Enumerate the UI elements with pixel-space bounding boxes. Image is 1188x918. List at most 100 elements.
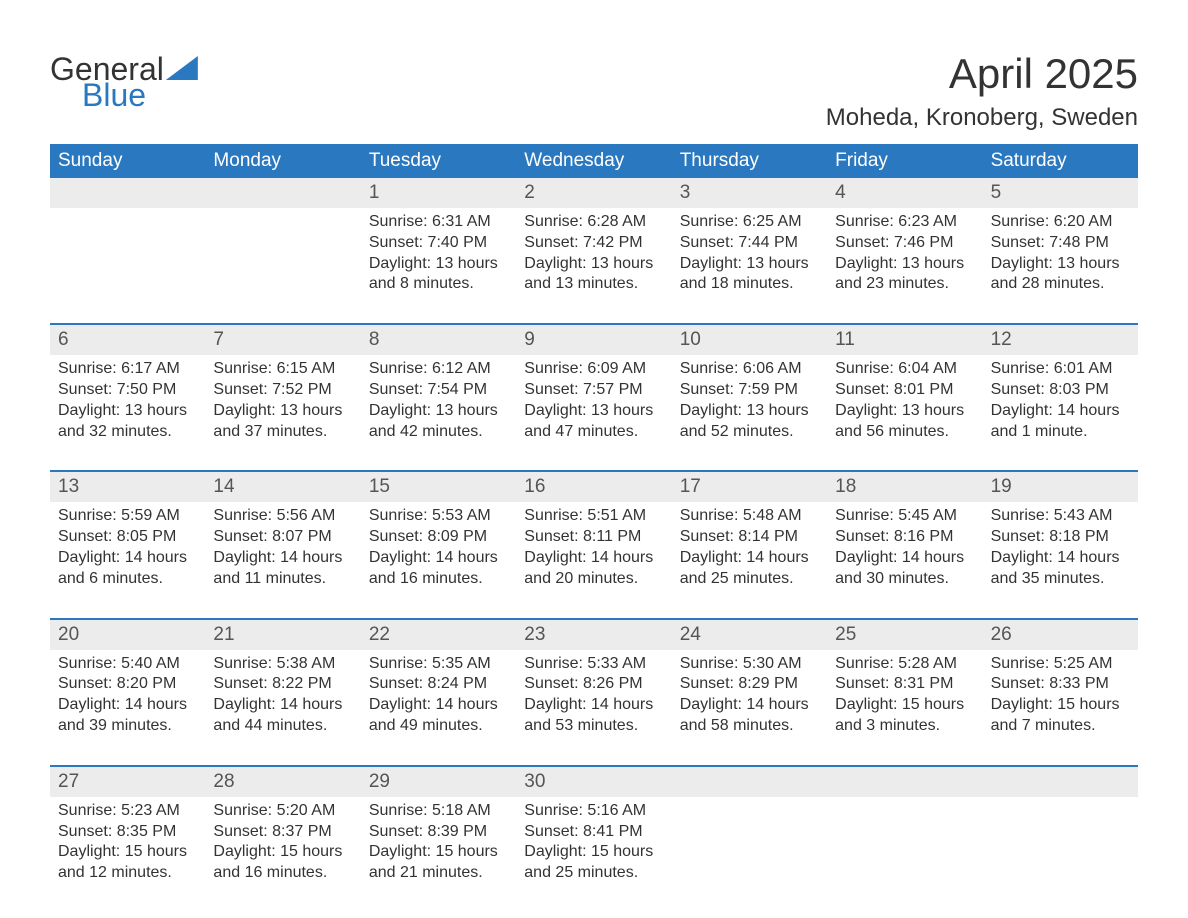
- day-number: [50, 178, 205, 208]
- day-number: 12: [983, 325, 1138, 355]
- day-number: 14: [205, 472, 360, 502]
- daylight-text: Daylight: 13 hours and 13 minutes.: [524, 254, 663, 296]
- day-cell: Sunrise: 5:51 AMSunset: 8:11 PMDaylight:…: [516, 502, 671, 617]
- sunset-text: Sunset: 7:52 PM: [213, 380, 352, 401]
- day-number: 3: [672, 178, 827, 208]
- sunset-text: Sunset: 8:07 PM: [213, 527, 352, 548]
- sunrise-text: Sunrise: 5:56 AM: [213, 506, 352, 527]
- daylight-text: Daylight: 14 hours and 11 minutes.: [213, 548, 352, 590]
- calendar: Sunday Monday Tuesday Wednesday Thursday…: [50, 144, 1138, 894]
- sunset-text: Sunset: 7:46 PM: [835, 233, 974, 254]
- week-content-row: Sunrise: 6:31 AMSunset: 7:40 PMDaylight:…: [50, 208, 1138, 323]
- day-number: 24: [672, 620, 827, 650]
- sunrise-text: Sunrise: 6:09 AM: [524, 359, 663, 380]
- day-cell: Sunrise: 6:15 AMSunset: 7:52 PMDaylight:…: [205, 355, 360, 470]
- daylight-text: Daylight: 13 hours and 32 minutes.: [58, 401, 197, 443]
- sunset-text: Sunset: 8:33 PM: [991, 674, 1130, 695]
- sunset-text: Sunset: 7:50 PM: [58, 380, 197, 401]
- day-cell: Sunrise: 5:56 AMSunset: 8:07 PMDaylight:…: [205, 502, 360, 617]
- sunrise-text: Sunrise: 5:38 AM: [213, 654, 352, 675]
- day-cell: [672, 797, 827, 894]
- weekday-header: Tuesday: [361, 144, 516, 178]
- day-cell: Sunrise: 5:53 AMSunset: 8:09 PMDaylight:…: [361, 502, 516, 617]
- week-content-row: Sunrise: 5:59 AMSunset: 8:05 PM Daylight:…: [50, 502, 1138, 617]
- logo-sail-icon: [166, 56, 198, 80]
- sunset-text: Sunset: 8:29 PM: [680, 674, 819, 695]
- sunrise-text: Sunrise: 5:40 AM: [58, 654, 197, 675]
- day-cell: Sunrise: 5:38 AMSunset: 8:22 PMDaylight:…: [205, 650, 360, 765]
- day-cell: Sunrise: 6:31 AMSunset: 7:40 PMDaylight:…: [361, 208, 516, 323]
- day-number: 2: [516, 178, 671, 208]
- day-cell: [205, 208, 360, 323]
- week-daynum-row: 6789101112: [50, 323, 1138, 355]
- day-number: 7: [205, 325, 360, 355]
- sunrise-text: Sunrise: 5:59 AM: [58, 506, 197, 527]
- sunset-text: Sunset: 7:59 PM: [680, 380, 819, 401]
- sunrise-text: Sunrise: 5:25 AM: [991, 654, 1130, 675]
- week-daynum-row: 27282930: [50, 765, 1138, 797]
- sunrise-text: Sunrise: 6:01 AM: [991, 359, 1130, 380]
- day-number: 15: [361, 472, 516, 502]
- daylight-text: Daylight: 14 hours and 25 minutes.: [680, 548, 819, 590]
- day-cell: Sunrise: 6:20 AMSunset: 7:48 PMDaylight:…: [983, 208, 1138, 323]
- day-number: 1: [361, 178, 516, 208]
- day-cell: [983, 797, 1138, 894]
- sunrise-text: Sunrise: 5:35 AM: [369, 654, 508, 675]
- sunset-text: Sunset: 7:48 PM: [991, 233, 1130, 254]
- sunset-text: Sunset: 8:14 PM: [680, 527, 819, 548]
- daylight-text: Daylight: 15 hours and 12 minutes.: [58, 842, 197, 884]
- daylight-text: Daylight: 13 hours and 23 minutes.: [835, 254, 974, 296]
- sunset-text: Sunset: 8:05 PM: [58, 527, 197, 548]
- daylight-text: Daylight: 13 hours and 42 minutes.: [369, 401, 508, 443]
- weekday-header: Friday: [827, 144, 982, 178]
- week-daynum-row: 12345: [50, 178, 1138, 208]
- daylight-text: Daylight: 14 hours and 53 minutes.: [524, 695, 663, 737]
- day-cell: Sunrise: 6:28 AMSunset: 7:42 PMDaylight:…: [516, 208, 671, 323]
- daylight-text: Daylight: 14 hours and 1 minute.: [991, 401, 1130, 443]
- weekday-header: Wednesday: [516, 144, 671, 178]
- daylight-text: Daylight: 14 hours and 35 minutes.: [991, 548, 1130, 590]
- sunrise-text: Sunrise: 5:20 AM: [213, 801, 352, 822]
- day-cell: Sunrise: 5:25 AMSunset: 8:33 PMDaylight:…: [983, 650, 1138, 765]
- sunset-text: Sunset: 8:35 PM: [58, 822, 197, 843]
- day-number: 17: [672, 472, 827, 502]
- sunrise-text: Sunrise: 5:28 AM: [835, 654, 974, 675]
- day-cell: Sunrise: 5:33 AMSunset: 8:26 PMDaylight:…: [516, 650, 671, 765]
- daylight-text: Daylight: 15 hours and 16 minutes.: [213, 842, 352, 884]
- day-number: 18: [827, 472, 982, 502]
- day-cell: Sunrise: 5:28 AMSunset: 8:31 PMDaylight:…: [827, 650, 982, 765]
- day-number: 23: [516, 620, 671, 650]
- sunrise-text: Sunrise: 6:23 AM: [835, 212, 974, 233]
- day-number: 30: [516, 767, 671, 797]
- day-number: [672, 767, 827, 797]
- day-cell: Sunrise: 6:17 AMSunset: 7:50 PMDaylight:…: [50, 355, 205, 470]
- sunset-text: Sunset: 8:37 PM: [213, 822, 352, 843]
- sunrise-text: Sunrise: 5:33 AM: [524, 654, 663, 675]
- week-daynum-row: 13141516171819: [50, 470, 1138, 502]
- logo: General Blue: [50, 50, 198, 111]
- day-cell: Sunrise: 6:09 AMSunset: 7:57 PMDaylight:…: [516, 355, 671, 470]
- day-cell: [50, 208, 205, 323]
- sunrise-text: Sunrise: 5:45 AM: [835, 506, 974, 527]
- daylight-text: Daylight: 14 hours and 16 minutes.: [369, 548, 508, 590]
- sunset-text: Sunset: 8:39 PM: [369, 822, 508, 843]
- day-cell: [827, 797, 982, 894]
- day-cell: Sunrise: 5:30 AMSunset: 8:29 PMDaylight:…: [672, 650, 827, 765]
- sunrise-text: Sunrise: 6:15 AM: [213, 359, 352, 380]
- sunset-text: Sunset: 8:03 PM: [991, 380, 1130, 401]
- day-cell: Sunrise: 5:48 AMSunset: 8:14 PMDaylight:…: [672, 502, 827, 617]
- sunset-text: Sunset: 8:41 PM: [524, 822, 663, 843]
- day-cell: Sunrise: 6:25 AMSunset: 7:44 PMDaylight:…: [672, 208, 827, 323]
- day-cell: Sunrise: 5:18 AMSunset: 8:39 PMDaylight:…: [361, 797, 516, 894]
- day-cell: Sunrise: 5:59 AMSunset: 8:05 PMDaylight:…: [50, 502, 205, 617]
- sunset-text: Sunset: 8:01 PM: [835, 380, 974, 401]
- day-cell: Sunrise: 6:01 AMSunset: 8:03 PMDaylight:…: [983, 355, 1138, 470]
- day-number: 25: [827, 620, 982, 650]
- day-cell: Sunrise: 5:23 AMSunset: 8:35 PMDaylight:…: [50, 797, 205, 894]
- header: General Blue April 2025 Moheda, Kronober…: [50, 50, 1138, 132]
- week-content-row: Sunrise: 5:23 AMSunset: 8:35 PMDaylight:…: [50, 797, 1138, 894]
- day-number: 27: [50, 767, 205, 797]
- day-number: 22: [361, 620, 516, 650]
- sunset-text: Sunset: 8:26 PM: [524, 674, 663, 695]
- sunrise-text: Sunrise: 6:25 AM: [680, 212, 819, 233]
